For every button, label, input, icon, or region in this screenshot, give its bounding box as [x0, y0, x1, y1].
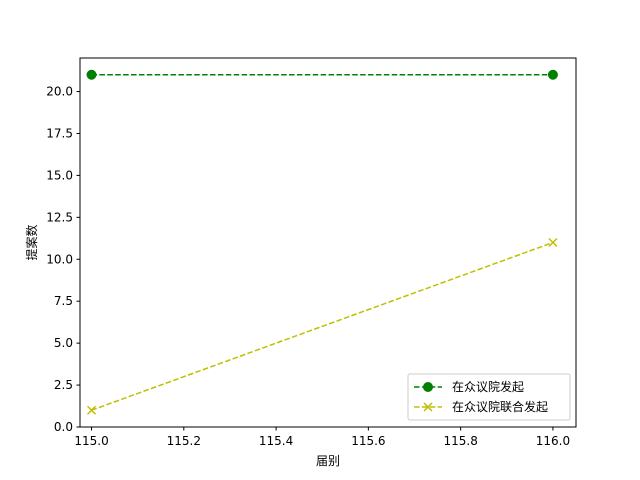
legend-label: 在众议院发起 [452, 379, 524, 394]
legend-swatch-marker [423, 402, 433, 412]
series-2-point-stroke [87, 405, 97, 415]
y-tick-label: 20.0 [46, 85, 73, 99]
series-2-point [87, 405, 97, 415]
y-tick-label: 0.0 [54, 420, 73, 434]
x-axis-label: 届别 [316, 454, 340, 468]
x-tick-label: 115.2 [167, 434, 201, 448]
series-layer [86, 69, 558, 415]
y-tick-label: 5.0 [54, 336, 73, 350]
legend-box [407, 373, 571, 421]
y-axis-label: 提案数 [24, 224, 39, 260]
legend-swatch-marker-stroke [423, 402, 433, 412]
x-tick-label: 115.8 [443, 434, 477, 448]
x-tick-label: 116.0 [536, 434, 570, 448]
legend-swatch-marker [423, 382, 433, 392]
plot-area [80, 58, 576, 427]
y-tick-label: 15.0 [46, 168, 73, 182]
x-axis-ticks: 115.0 115.2 115.4 115.6 115.8 116.0 [74, 427, 570, 448]
series-1-point [547, 69, 558, 80]
x-tick-label: 115.0 [74, 434, 108, 448]
plot-frame [79, 57, 577, 428]
y-axis-ticks: 0.0 2.5 5.0 7.5 10.0 12.5 15.0 17.5 20.0 [46, 85, 80, 434]
series-1 [86, 69, 558, 80]
y-tick-label: 12.5 [46, 210, 73, 224]
series-2-point [548, 237, 558, 248]
x-tick-label: 115.6 [351, 434, 385, 448]
legend-entry-1: 在众议院发起 [414, 379, 524, 394]
series-2-line [91, 241, 554, 411]
series-1-point [86, 69, 97, 80]
legend-label: 在众议院联合发起 [452, 399, 548, 414]
y-tick-label: 17.5 [46, 126, 73, 140]
series-2-point-stroke [548, 237, 558, 248]
y-tick-label: 2.5 [54, 378, 73, 392]
legend-entry-2: 在众议院联合发起 [414, 399, 548, 414]
y-tick-label: 10.0 [46, 252, 73, 266]
x-tick-label: 115.4 [259, 434, 293, 448]
y-tick-label: 7.5 [54, 294, 73, 308]
series-2 [87, 237, 558, 415]
